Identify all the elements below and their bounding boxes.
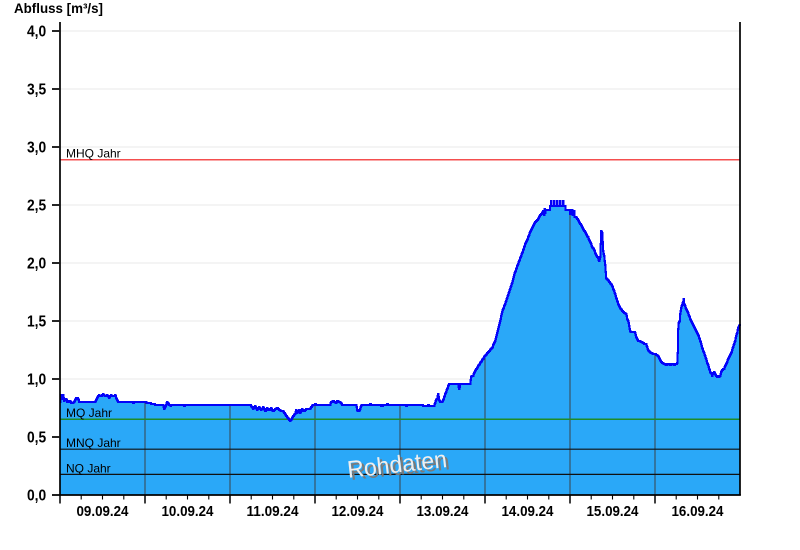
svg-text:0,0: 0,0 xyxy=(27,488,46,505)
svg-text:12.09.24: 12.09.24 xyxy=(332,504,384,520)
svg-text:0,5: 0,5 xyxy=(27,430,47,447)
svg-text:4,0: 4,0 xyxy=(27,24,46,41)
svg-text:MNQ Jahr: MNQ Jahr xyxy=(66,436,121,450)
svg-text:10.09.24: 10.09.24 xyxy=(162,504,214,520)
svg-text:1,5: 1,5 xyxy=(27,314,47,331)
svg-text:14.09.24: 14.09.24 xyxy=(502,504,554,520)
svg-text:15.09.24: 15.09.24 xyxy=(587,504,639,520)
svg-text:11.09.24: 11.09.24 xyxy=(247,504,299,520)
svg-text:3,5: 3,5 xyxy=(27,82,47,99)
svg-text:16.09.24: 16.09.24 xyxy=(672,504,724,520)
svg-text:1,0: 1,0 xyxy=(27,372,46,389)
svg-text:MQ Jahr: MQ Jahr xyxy=(66,406,112,420)
svg-text:13.09.24: 13.09.24 xyxy=(417,504,469,520)
svg-text:2,0: 2,0 xyxy=(27,256,46,273)
svg-text:NQ Jahr: NQ Jahr xyxy=(66,461,111,475)
svg-text:09.09.24: 09.09.24 xyxy=(77,504,129,520)
svg-text:2,5: 2,5 xyxy=(27,198,47,215)
svg-text:Abfluss [m³/s]: Abfluss [m³/s] xyxy=(14,0,103,16)
svg-text:3,0: 3,0 xyxy=(27,140,46,157)
svg-text:MHQ Jahr: MHQ Jahr xyxy=(66,146,121,160)
